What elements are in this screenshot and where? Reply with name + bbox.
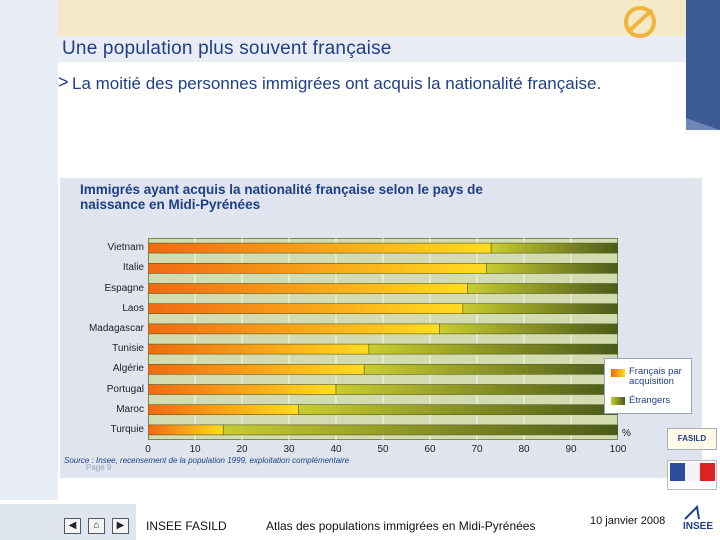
chart-title: Immigrés ayant acquis la nationalité fra… [80,182,483,212]
bar-etrangers-vietnam [490,242,618,254]
category-label: Vietnam [107,242,144,254]
insee-logo-text: INSEE [682,521,713,532]
bar-etrangers-maroc [298,404,618,415]
x-tick-label: 80 [518,444,530,455]
flag-white [685,463,700,481]
home-button[interactable]: ⌂ [88,518,105,534]
x-tick-label: 40 [330,444,342,455]
bar-acquisition-laos [148,303,464,314]
bar-etrangers-italie [486,262,618,274]
footer-org: INSEE FASILD [146,519,227,533]
right-edge-fold [686,118,720,130]
x-tick-label: 20 [236,444,248,455]
category-label: Italie [122,262,144,274]
bar-acquisition-italie [148,262,487,274]
category-label: Espagne [104,282,144,294]
deco-logo-icon [624,6,656,38]
bar-acquisition-portugal [148,384,337,395]
bar-area [148,238,618,440]
chart-legend: Français par acquisition Étrangers [604,358,692,414]
footer-subject: Atlas des populations immigrées en Midi-… [266,519,536,533]
category-label: Maroc [116,403,144,415]
legend-swatch-acquisition [611,369,625,377]
x-tick-label: 0 [145,444,151,455]
page-label: Page 9 [86,463,112,472]
x-tick-label: 50 [377,444,389,455]
category-label: Laos [122,302,144,314]
bar-acquisition-vietnam [148,242,492,254]
chart-source: Source : Insee, recensement de la popula… [64,456,350,465]
header-band [58,0,686,36]
chart-bars-svg [148,238,618,440]
flag-red [700,463,715,481]
category-label: Algérie [112,363,144,375]
bar-acquisition-espagne [148,283,468,294]
x-tick-label: 70 [471,444,483,455]
bar-etrangers-tunisie [368,343,618,355]
bar-acquisition-tunisie [148,343,370,355]
bar-acquisition-madagascar [148,323,440,335]
category-label: Madagascar [88,322,144,334]
footer-date: 10 janvier 2008 [590,515,666,527]
bar-acquisition-algérie [148,364,365,375]
legend-swatch-etrangers [611,397,625,405]
bar-etrangers-madagascar [439,323,618,335]
insee-mark-icon [684,504,700,520]
title-band [58,36,686,62]
right-edge-decoration [686,0,720,130]
slide-title: Une population plus souvent française [62,38,392,59]
legend-label-etrangers: Étrangers [629,395,671,406]
category-label: Turquie [110,423,144,435]
fasild-logo: FASILD [667,428,717,450]
x-tick-label: 30 [283,444,295,455]
flag-blue [670,463,685,481]
x-tick-label: 10 [189,444,201,455]
next-slide-button[interactable]: ▶ [112,518,129,534]
x-tick-label: 90 [565,444,577,455]
left-strip [0,0,58,500]
category-label: Tunisie [112,343,144,355]
republique-francaise-logo [667,460,717,490]
x-tick-label: 100 [609,444,627,455]
bullet-text: La moitié des personnes immigrées ont ac… [72,74,602,93]
bar-etrangers-algérie [363,364,618,375]
bar-etrangers-espagne [467,283,618,294]
bar-etrangers-portugal [335,384,618,395]
legend-label-acquisition: Français par acquisition [629,366,682,387]
bar-etrangers-turquie [222,424,618,436]
insee-logo: INSEE [677,504,719,537]
bar-etrangers-laos [462,303,618,314]
bar-acquisition-maroc [148,404,299,415]
category-label: Portugal [106,383,144,395]
bar-acquisition-turquie [148,424,224,436]
x-tick-label: 60 [424,444,436,455]
bullet-arrow-icon: > [58,72,69,92]
prev-slide-button[interactable]: ◀ [64,518,81,534]
x-unit-label: % [622,428,631,439]
